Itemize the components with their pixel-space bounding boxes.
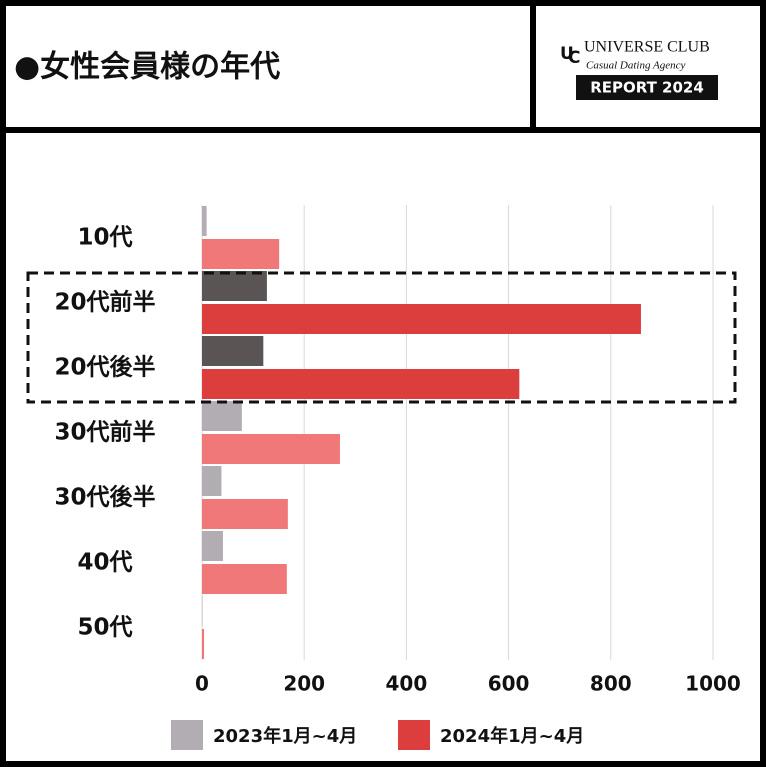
bar xyxy=(202,629,205,659)
category-label: 50代 xyxy=(77,615,132,641)
category-label: 30代前半 xyxy=(54,419,155,446)
chart: 0 200 400 600 800 1000 10代 20代前半 20代後半 30代前半 30代後半… xyxy=(26,205,741,750)
category-label: 20代後半 xyxy=(54,354,155,381)
x-tick-label: 800 xyxy=(590,672,632,696)
bar xyxy=(202,304,641,334)
bar xyxy=(202,531,223,561)
brand: UNIVERSE CLUB xyxy=(584,39,710,56)
bar xyxy=(202,206,207,236)
logo: U C UNIVERSE CLUB Casual Dating Agency R… xyxy=(560,39,718,100)
legend-label: 2023年1月~4月 xyxy=(213,725,357,747)
logo-mark: C xyxy=(568,48,580,68)
bar xyxy=(202,434,340,464)
legend-swatch xyxy=(171,720,203,750)
category-label: 30代後半 xyxy=(54,484,155,511)
legend-swatch xyxy=(398,720,430,750)
x-tick-label: 600 xyxy=(488,672,530,696)
category-label: 10代 xyxy=(77,225,132,251)
bar xyxy=(202,369,520,399)
bar xyxy=(202,499,288,529)
report-label: REPORT 2024 xyxy=(590,79,704,97)
x-tick-label: 200 xyxy=(283,672,325,696)
title: ●女性会員様の年代 xyxy=(14,50,280,85)
x-tick-label: 1000 xyxy=(685,672,741,696)
tagline: Casual Dating Agency xyxy=(586,60,686,72)
bar xyxy=(202,401,242,431)
report-badge xyxy=(576,75,718,100)
x-tick-label: 0 xyxy=(195,672,209,696)
legend-label: 2024年1月~4月 xyxy=(440,725,584,747)
bar xyxy=(202,239,280,269)
logo-mark: U xyxy=(560,44,574,64)
highlight-box xyxy=(26,271,737,404)
category-label: 40代 xyxy=(77,550,132,576)
x-tick-label: 400 xyxy=(386,672,428,696)
bar xyxy=(202,336,264,366)
category-label: 20代前半 xyxy=(54,289,155,316)
bar xyxy=(202,596,203,626)
bar xyxy=(202,564,287,594)
bar xyxy=(202,271,267,301)
bar xyxy=(202,466,222,496)
